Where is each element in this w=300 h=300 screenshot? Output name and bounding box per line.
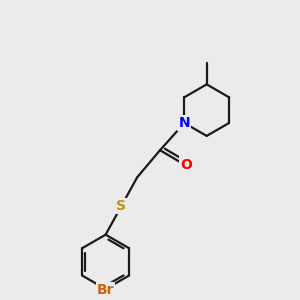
Text: N: N xyxy=(178,116,190,130)
Text: Br: Br xyxy=(97,284,114,298)
Text: S: S xyxy=(116,199,126,213)
Text: O: O xyxy=(180,158,192,172)
